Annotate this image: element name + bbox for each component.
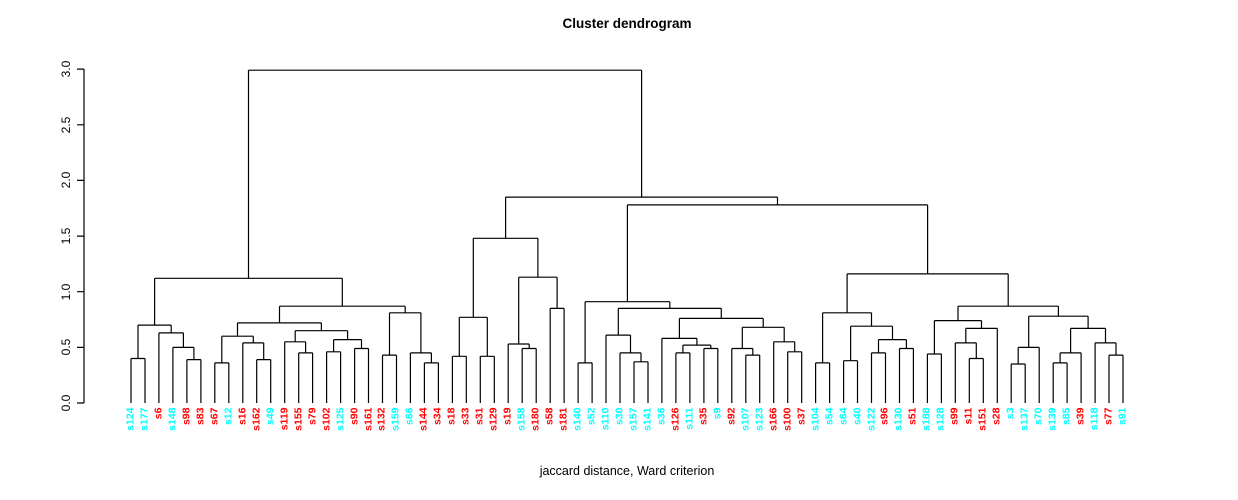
leaf-label-s140: s140 (571, 407, 584, 431)
leaf-label-s91: s91 (1116, 407, 1129, 425)
leaf-label-s34: s34 (431, 407, 444, 425)
leaf-label-s49: s49 (264, 407, 277, 425)
leaf-label-s132: s132 (375, 407, 388, 431)
dendrogram-lines (77, 68, 1124, 404)
leaf-label-s139: s139 (1046, 407, 1059, 431)
leaf-label-s67: s67 (208, 407, 221, 425)
leaf-label-s36: s36 (655, 407, 668, 425)
leaf-label-s161: s161 (362, 407, 375, 431)
leaf-label-s123: s123 (753, 407, 766, 431)
leaf-label-s124: s124 (124, 407, 137, 431)
leaf-label-s18: s18 (445, 407, 458, 425)
leaf-label-s90: s90 (348, 407, 361, 425)
y-tick-label-1.0: 1.0 (59, 283, 73, 301)
leaf-label-s37: s37 (795, 407, 808, 425)
leaf-label-s126: s126 (669, 407, 682, 431)
leaf-label-s181: s181 (557, 407, 570, 431)
leaf-label-s40: s40 (851, 407, 864, 425)
leaf-label-s66: s66 (403, 407, 416, 425)
leaf-label-s107: s107 (739, 407, 752, 431)
leaf-label-s125: s125 (334, 407, 347, 431)
leaf-label-s111: s111 (683, 407, 696, 430)
leaf-label-s92: s92 (725, 407, 738, 425)
leaf-label-s130: s130 (892, 407, 905, 431)
leaf-label-s144: s144 (417, 407, 430, 431)
leaf-label-s99: s99 (948, 407, 961, 425)
leaf-label-s79: s79 (306, 407, 319, 425)
leaf-label-s137: s137 (1018, 407, 1031, 431)
leaf-label-s11: s11 (962, 407, 975, 424)
y-tick-label-0.0: 0.0 (59, 394, 73, 412)
y-tick-label-0.5: 0.5 (59, 339, 73, 356)
leaf-label-s39: s39 (1074, 407, 1087, 425)
leaf-label-s52: s52 (585, 407, 598, 425)
y-tick-label-1.5: 1.5 (59, 227, 73, 245)
leaf-label-s155: s155 (292, 407, 305, 431)
leaf-label-s64: s64 (837, 407, 850, 425)
leaf-label-s9: s9 (711, 407, 724, 419)
leaf-label-s158: s158 (515, 407, 528, 431)
y-tick-label-2.5: 2.5 (59, 116, 73, 134)
leaf-label-s148: s148 (166, 407, 179, 431)
leaf-label-s166: s166 (767, 407, 780, 431)
leaf-label-s54: s54 (823, 407, 836, 425)
leaf-label-s30: s30 (613, 407, 626, 425)
leaf-label-s157: s157 (627, 407, 640, 431)
leaf-label-s3: s3 (1004, 407, 1017, 419)
leaf-label-s51: s51 (906, 407, 919, 425)
y-tick-label-3.0: 3.0 (59, 60, 73, 78)
leaf-label-s177: s177 (138, 407, 151, 431)
leaf-label-s16: s16 (236, 407, 249, 425)
leaf-label-s122: s122 (865, 407, 878, 431)
leaf-label-s12: s12 (222, 407, 235, 425)
leaf-label-s118: s118 (1088, 407, 1101, 430)
chart-title: Cluster dendrogram (562, 16, 692, 31)
leaf-label-s28: s28 (990, 407, 1003, 425)
leaf-label-s180: s180 (529, 407, 542, 431)
leaf-label-s6: s6 (152, 407, 165, 419)
leaf-label-s128: s128 (934, 407, 947, 431)
leaf-label-s188: s188 (920, 407, 933, 431)
x-axis-label: jaccard distance, Ward criterion (539, 464, 715, 478)
leaf-label-s102: s102 (320, 407, 333, 431)
leaf-label-s98: s98 (180, 407, 193, 425)
leaf-label-s110: s110 (599, 407, 612, 430)
leaf-label-s85: s85 (1060, 407, 1073, 425)
leaf-label-s119: s119 (278, 407, 291, 430)
leaf-label-s31: s31 (473, 407, 486, 425)
leaf-label-s141: s141 (641, 407, 654, 431)
leaf-label-s77: s77 (1102, 407, 1115, 425)
leaf-label-s96: s96 (878, 407, 891, 425)
leaf-label-s129: s129 (487, 407, 500, 431)
leaf-label-s104: s104 (809, 407, 822, 431)
leaf-label-s162: s162 (250, 407, 263, 431)
leaf-label-s19: s19 (501, 407, 514, 425)
leaf-label-s151: s151 (976, 407, 989, 431)
leaf-label-s83: s83 (194, 407, 207, 425)
leaf-label-s100: s100 (781, 407, 794, 431)
leaf-label-s35: s35 (697, 407, 710, 425)
leaf-label-s33: s33 (459, 407, 472, 425)
leaf-label-s58: s58 (543, 407, 556, 425)
leaf-label-s159: s159 (389, 407, 402, 431)
leaf-label-s70: s70 (1032, 407, 1045, 425)
y-tick-label-2.0: 2.0 (59, 172, 73, 189)
